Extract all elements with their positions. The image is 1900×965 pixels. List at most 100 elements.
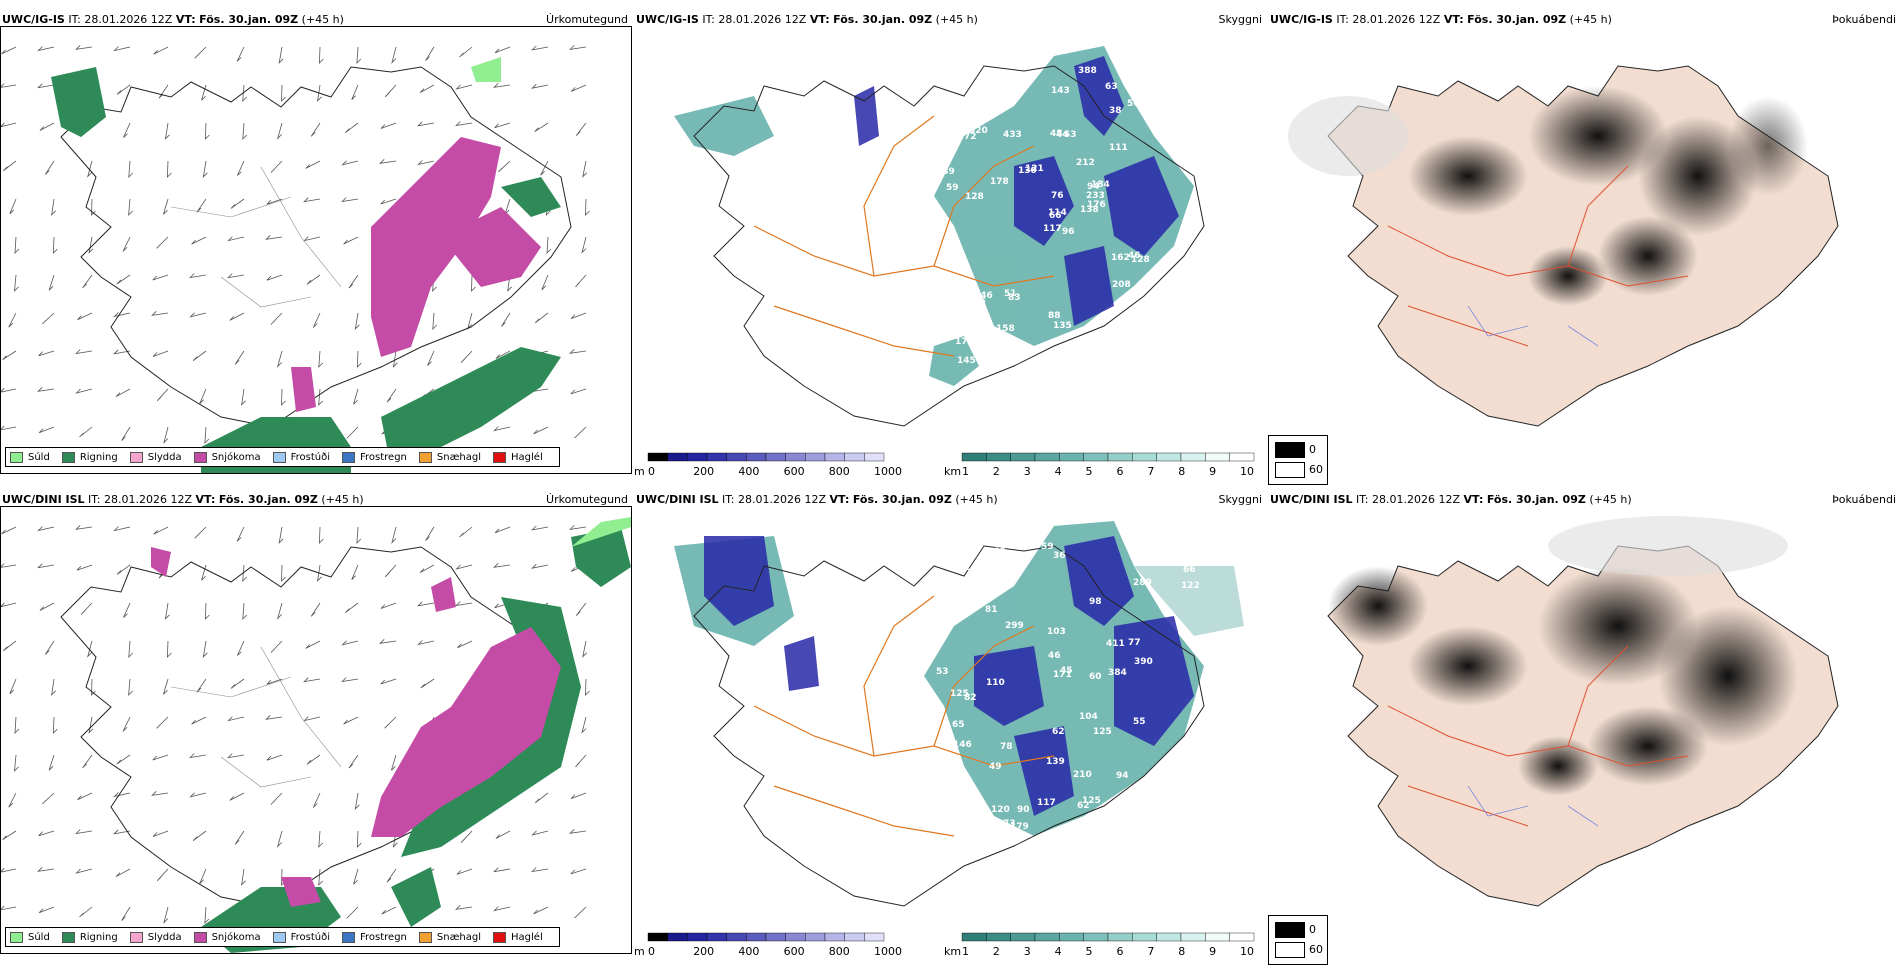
wind-barb — [425, 526, 435, 541]
wind-barb — [574, 906, 587, 919]
cloudbase-color-cell — [824, 932, 845, 942]
panel-header: UWC/DINI ISL IT: 28.01.2026 12Z VT: Fös.… — [636, 493, 1262, 506]
visibility-color-cell — [986, 452, 1011, 462]
wind-barb — [353, 388, 359, 405]
model-name: UWC/IG-IS — [1270, 13, 1333, 26]
visibility-value-label: 172 — [955, 337, 974, 347]
legend-item: Frostúði — [272, 931, 330, 943]
fog-swatch-high — [1275, 922, 1305, 938]
wind-barb — [498, 160, 511, 173]
visibility-value-label: 138 — [1137, 793, 1156, 803]
wind-barb — [493, 906, 511, 912]
wind-barb — [113, 46, 131, 52]
wind-barb — [575, 754, 587, 768]
visibility-value-label: 51 — [1004, 289, 1017, 299]
wind-barb — [343, 716, 359, 725]
legend-item: Súld — [10, 451, 50, 463]
visibility-tick-label: 3 — [1024, 465, 1031, 478]
wind-barb — [199, 868, 207, 884]
wind-barb — [37, 526, 55, 532]
wind-barb — [115, 388, 131, 398]
wind-barb — [1, 122, 17, 128]
visibility-value-label: 390 — [1134, 657, 1153, 667]
visibility-value-label: 121 — [1025, 164, 1044, 174]
legend-swatch — [10, 931, 23, 943]
wind-barb — [202, 640, 208, 658]
wind-barb — [1, 83, 17, 88]
wind-barb — [227, 753, 245, 759]
visibility-tick-label: 8 — [1178, 945, 1185, 958]
visibility-value-label: 171 — [1053, 670, 1072, 680]
wind-barb — [391, 754, 397, 771]
panel-header: UWC/IG-IS IT: 28.01.2026 12Z VT: Fös. 30… — [2, 13, 630, 27]
wind-barb — [80, 602, 93, 615]
visibility-color-cell — [1180, 452, 1206, 462]
visibility-value-label: 44 — [1056, 130, 1069, 140]
fog-panel-1: UWC/IG-IS IT: 28.01.2026 12Z VT: Fös. 30… — [1268, 10, 1900, 485]
wind-barb — [417, 640, 435, 646]
cloudbase-color-cell — [785, 452, 806, 462]
wind-barb — [303, 197, 321, 203]
wind-barb — [194, 526, 207, 539]
legend-swatch — [493, 931, 507, 943]
wind-barb — [427, 350, 435, 366]
wind-barb — [151, 311, 169, 316]
wind-barb — [460, 350, 473, 363]
wind-barb — [276, 122, 283, 140]
visibility-color-cell — [1059, 452, 1084, 462]
visibility-value-label: 105 — [972, 823, 991, 833]
wind-barb — [386, 388, 397, 403]
wind-barb — [152, 350, 169, 357]
wind-barb — [533, 906, 549, 915]
visibility-value-label: 302 — [1182, 116, 1201, 126]
wind-barb — [494, 46, 511, 54]
wind-barb — [189, 792, 207, 798]
visibility-value-label: 98 — [942, 599, 955, 609]
cloudbase-color-cell — [765, 452, 786, 462]
visibility-panel-2: UWC/DINI ISL IT: 28.01.2026 12Z VT: Fös.… — [634, 490, 1266, 965]
colorbars: m 0 200 400 600 800 1000 km 1 2 3 4 5 6 7 8 9 10 — [634, 451, 1266, 485]
visibility-color-cell — [1010, 452, 1036, 462]
wind-barb — [163, 678, 169, 695]
visibility-color-cell — [1205, 452, 1230, 462]
wind-barb — [348, 274, 359, 289]
visibility-color-cell — [1156, 452, 1182, 462]
cloudbase-color-cell — [844, 932, 865, 942]
visibility-color-cell — [1107, 932, 1133, 942]
wind-barb — [37, 867, 55, 872]
panel-title: Þokuábendi — [1832, 13, 1896, 26]
visibility-value-label: 138 — [1080, 205, 1099, 215]
visibility-tick-label: 4 — [1055, 945, 1062, 958]
wind-barb — [318, 388, 323, 406]
visibility-value-label: 67 — [942, 592, 955, 602]
wind-barb — [166, 640, 172, 659]
cloudbase-tick-label: 1000 — [874, 945, 902, 958]
wind-barb — [116, 754, 131, 765]
wind-barb — [82, 274, 93, 289]
wind-barb — [495, 830, 511, 839]
wind-barb — [122, 236, 131, 252]
visibility-value-label: 45 — [1060, 666, 1073, 676]
visibility-tick-label: 4 — [1055, 465, 1062, 478]
wind-barb — [88, 716, 94, 734]
fog-legend: 0 60 — [1268, 435, 1328, 485]
wind-barb — [1, 867, 17, 873]
cloudbase-tick-label: 200 — [693, 945, 714, 958]
wind-barb — [121, 426, 131, 441]
visibility-value-label: 38 — [1109, 106, 1122, 116]
wind-barb — [540, 160, 549, 176]
wind-barb — [270, 792, 283, 805]
wind-barb — [281, 564, 286, 582]
wind-barb — [204, 426, 210, 445]
wind-barb — [237, 160, 245, 176]
wind-barb — [38, 906, 55, 914]
wind-barb — [237, 640, 245, 656]
wind-barb — [384, 84, 397, 98]
wind-barb — [305, 640, 321, 649]
wind-barb — [79, 906, 93, 918]
visibility-value-label: 77 — [1128, 638, 1141, 648]
cloudbase-color-cell — [647, 932, 668, 942]
visibility-value-label: 125 — [1093, 727, 1112, 737]
wind-barb — [353, 868, 359, 885]
visibility-value-label: 48 — [1050, 129, 1063, 139]
